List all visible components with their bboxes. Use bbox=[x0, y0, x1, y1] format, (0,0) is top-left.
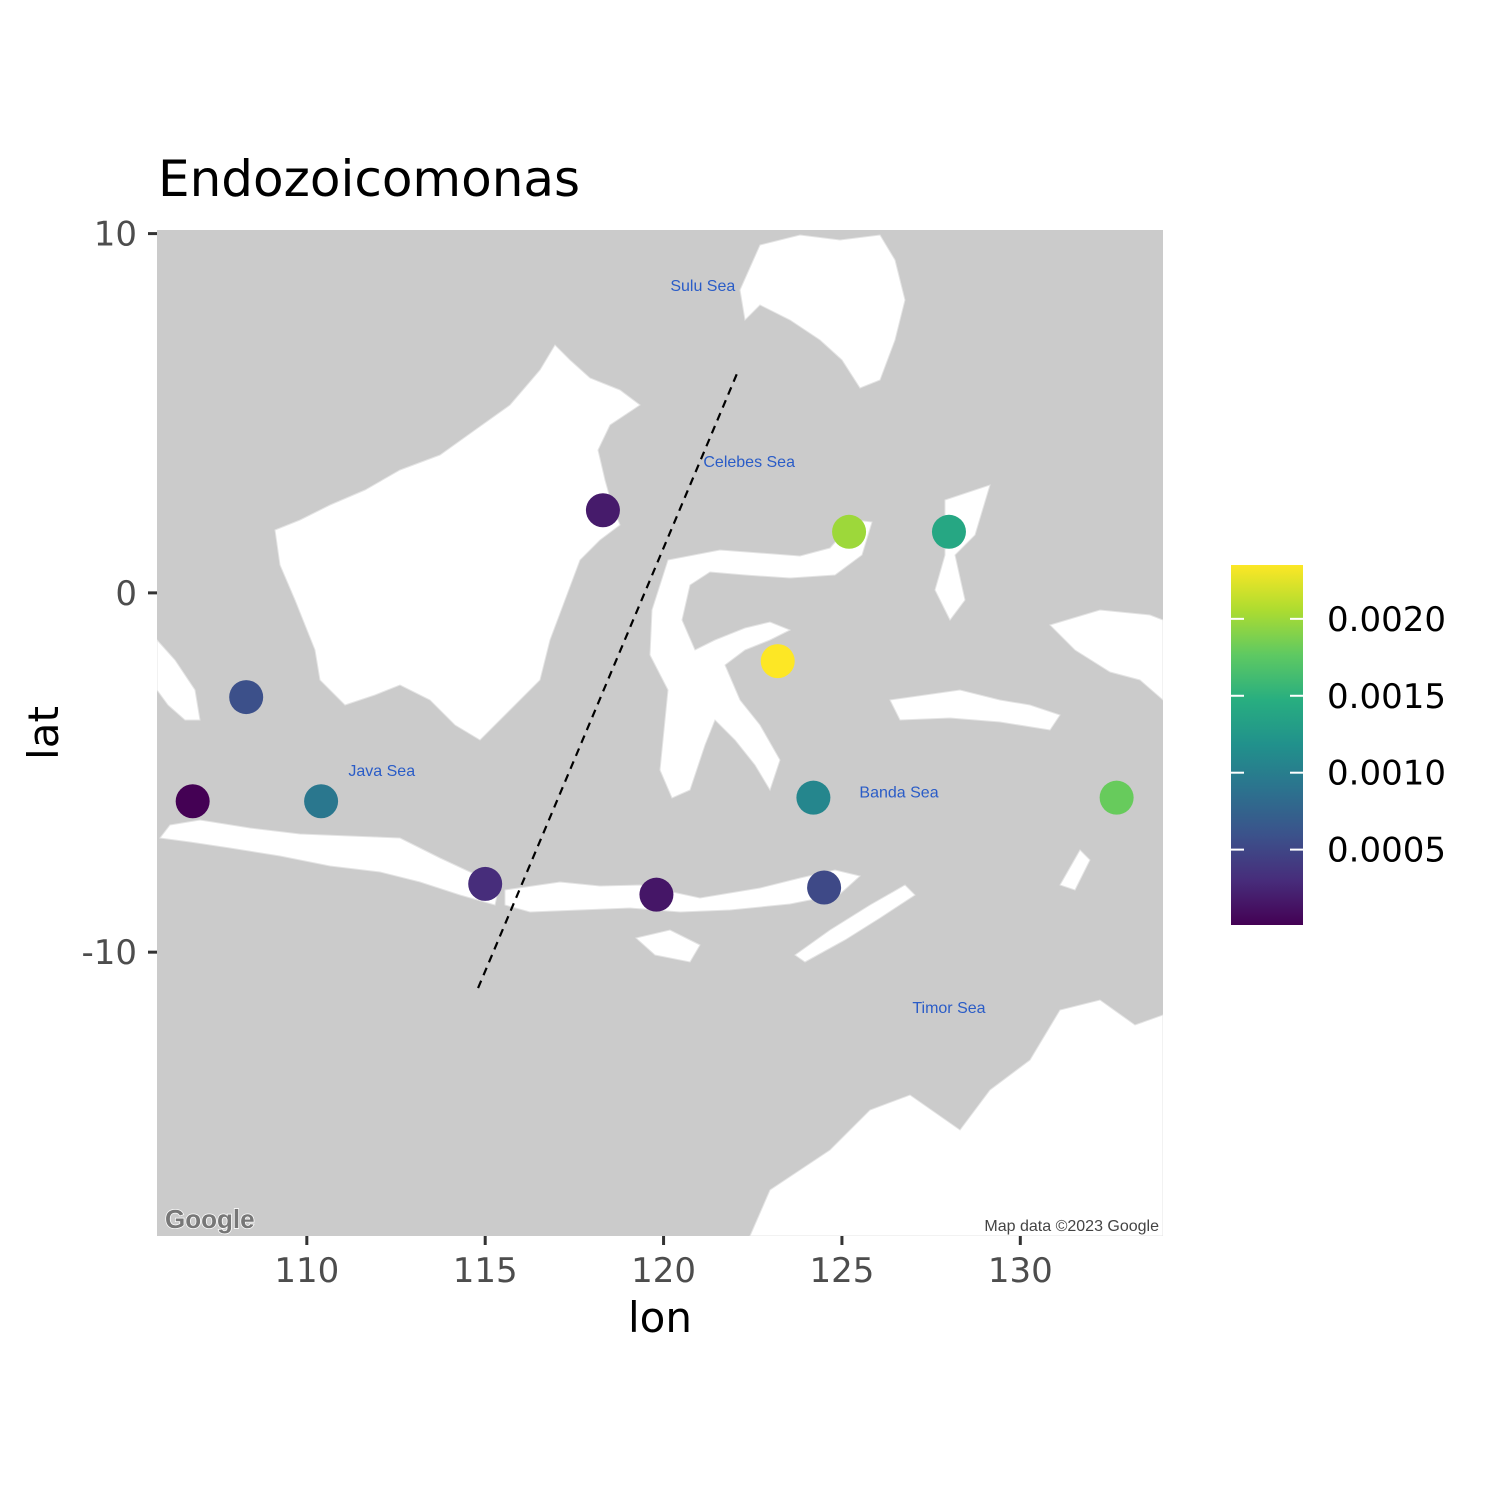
sea-background bbox=[157, 230, 1163, 1236]
legend-tick-label: 0.0020 bbox=[1327, 600, 1446, 640]
data-point bbox=[832, 514, 867, 549]
y-axis: 10 0 -10 bbox=[81, 215, 157, 973]
sea-label: Timor Sea bbox=[912, 1000, 985, 1017]
legend-tick-label: 0.0005 bbox=[1327, 831, 1446, 871]
colorbar bbox=[1231, 565, 1303, 925]
data-point bbox=[468, 866, 503, 901]
land-sumatra bbox=[157, 639, 201, 721]
data-point bbox=[175, 784, 210, 819]
sea-label: Sulu Sea bbox=[670, 278, 735, 295]
land-lesser-sunda bbox=[504, 869, 862, 913]
data-point bbox=[760, 644, 795, 679]
land-philippines bbox=[739, 234, 906, 389]
x-tick-label: 125 bbox=[809, 1251, 874, 1291]
data-point bbox=[304, 784, 339, 819]
x-tick-label: 115 bbox=[453, 1251, 518, 1291]
sea-label: Java Sea bbox=[348, 763, 415, 780]
x-tick-label: 130 bbox=[988, 1251, 1053, 1291]
legend-ticks: 0.0005 0.0010 0.0015 0.0020 bbox=[1231, 600, 1446, 871]
color-legend: 0.0005 0.0010 0.0015 0.0020 bbox=[1231, 565, 1446, 925]
y-tick-label: -10 bbox=[81, 933, 137, 973]
google-logo: Google bbox=[165, 1204, 255, 1234]
points-layer bbox=[175, 493, 1134, 912]
y-tick-label: 0 bbox=[115, 574, 137, 614]
land-timor bbox=[794, 884, 916, 963]
data-point bbox=[931, 514, 966, 549]
land-sumba bbox=[634, 929, 701, 963]
data-point bbox=[1099, 780, 1134, 815]
data-point bbox=[796, 780, 831, 815]
sea-label: Banda Sea bbox=[859, 785, 938, 802]
land-seram bbox=[889, 689, 1061, 731]
data-point bbox=[639, 877, 674, 912]
legend-tick-label: 0.0015 bbox=[1327, 677, 1446, 717]
land-tanimbar bbox=[1059, 849, 1091, 891]
land-new-guinea bbox=[1049, 609, 1163, 701]
x-tick-label: 110 bbox=[274, 1251, 339, 1291]
land-borneo bbox=[274, 344, 641, 741]
data-point bbox=[229, 680, 264, 715]
land-layer bbox=[157, 234, 1163, 1236]
land-sulawesi bbox=[649, 519, 873, 799]
land-australia bbox=[749, 999, 1163, 1236]
sea-label: Celebes Sea bbox=[703, 454, 795, 471]
x-axis: 110 115 120 125 130 bbox=[274, 1236, 1053, 1291]
y-tick-label: 10 bbox=[94, 215, 137, 255]
sea-labels: Sulu Sea Celebes Sea Java Sea Banda Sea Timo… bbox=[348, 278, 985, 1017]
y-axis-title: lat bbox=[19, 706, 68, 760]
data-point bbox=[807, 870, 842, 905]
data-point bbox=[585, 493, 620, 528]
chart-title: Endozoicomonas bbox=[158, 150, 580, 208]
land-java bbox=[159, 819, 501, 906]
map-credit: Map data ©2023 Google bbox=[984, 1218, 1159, 1235]
x-axis-title: lon bbox=[628, 1293, 692, 1342]
x-tick-label: 120 bbox=[631, 1251, 696, 1291]
legend-tick-label: 0.0010 bbox=[1327, 754, 1446, 794]
map-panel: Sulu Sea Celebes Sea Java Sea Banda Sea Timo… bbox=[157, 230, 1163, 1236]
